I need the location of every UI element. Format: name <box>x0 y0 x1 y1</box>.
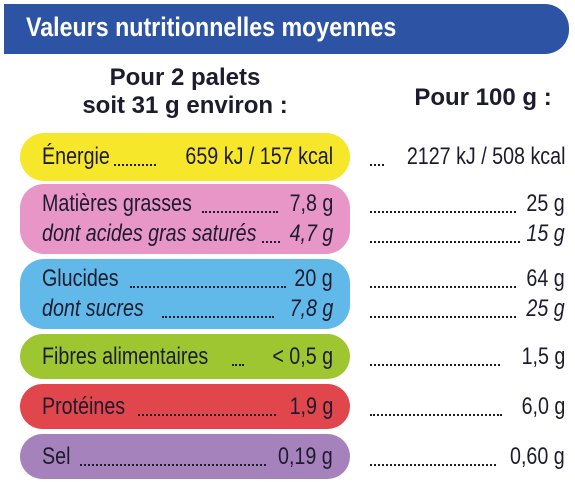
row-proteines-label: Protéines <box>42 393 126 420</box>
leader-dots <box>370 414 502 416</box>
row-sucres-label: dont sucres <box>42 295 144 322</box>
leader-dots <box>370 164 384 166</box>
per-100g-header: Pour 100 g : <box>414 84 552 111</box>
row-matieres-grasses-value: 7,8 g <box>289 190 333 217</box>
row-ags-per100: 15 g <box>526 220 565 247</box>
leader-dots <box>370 364 500 366</box>
leader-dots <box>370 316 516 318</box>
leader-dots <box>370 241 520 243</box>
table-title: Valeurs nutritionnelles moyennes <box>26 12 397 42</box>
leader-dots <box>202 211 278 213</box>
leader-dots <box>370 464 496 466</box>
leader-dots <box>262 241 280 243</box>
row-matieres-grasses-per100: 25 g <box>526 190 565 217</box>
pill-proteines <box>20 384 350 429</box>
row-sel-label: Sel <box>42 443 71 470</box>
leader-dots <box>370 286 516 288</box>
leader-dots <box>80 464 266 466</box>
leader-dots <box>232 364 244 366</box>
leader-dots <box>114 164 156 166</box>
pill-sel <box>20 434 350 479</box>
row-fibres-label: Fibres alimentaires <box>42 343 209 370</box>
leader-dots <box>130 286 286 288</box>
row-proteines-per100: 6,0 g <box>521 393 565 420</box>
per-portion-line2: soit 31 g environ : <box>82 92 288 119</box>
pill-fibres <box>20 334 350 379</box>
row-energie-label: Énergie <box>42 143 110 170</box>
row-sucres-value: 7,8 g <box>289 295 333 322</box>
pill-matieres-grasses <box>20 184 350 254</box>
row-ags-value: 4,7 g <box>289 220 333 247</box>
row-glucides-label: Glucides <box>42 265 119 292</box>
row-ags-label: dont acides gras saturés <box>42 220 257 247</box>
title-banner: Valeurs nutritionnelles moyennes <box>4 4 569 54</box>
row-fibres-per100: 1,5 g <box>521 343 565 370</box>
pill-energie <box>20 133 350 181</box>
row-proteines-value: 1,9 g <box>289 393 333 420</box>
per-portion-line1: Pour 2 palets <box>109 64 261 91</box>
row-energie-value: 659 kJ / 157 kcal <box>185 143 333 170</box>
row-matieres-grasses-label: Matières grasses <box>42 190 192 217</box>
leader-dots <box>138 414 276 416</box>
row-fibres-value: < 0,5 g <box>272 343 333 370</box>
leader-dots <box>162 316 274 318</box>
per-portion-header: Pour 2 palets soit 31 g environ : <box>65 64 305 120</box>
row-sucres-per100: 25 g <box>526 295 565 322</box>
row-energie-per100: 2127 kJ / 508 kcal <box>406 143 565 170</box>
row-sel-value: 0,19 g <box>278 443 333 470</box>
row-sel-per100: 0,60 g <box>510 443 565 470</box>
leader-dots <box>370 211 516 213</box>
row-glucides-per100: 64 g <box>526 265 565 292</box>
row-glucides-value: 20 g <box>294 265 333 292</box>
